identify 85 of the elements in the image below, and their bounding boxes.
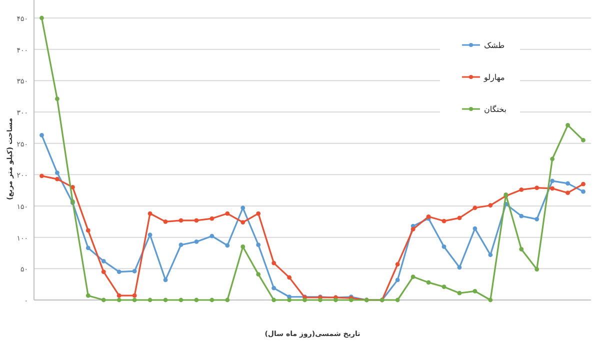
point xyxy=(519,188,524,192)
point xyxy=(519,247,524,252)
point xyxy=(163,219,168,224)
point xyxy=(148,298,152,302)
point xyxy=(488,203,493,208)
point xyxy=(334,298,338,302)
point xyxy=(163,278,168,282)
point xyxy=(519,214,524,218)
point xyxy=(442,218,446,224)
point xyxy=(256,211,261,216)
point xyxy=(240,206,246,210)
point xyxy=(318,298,322,302)
point xyxy=(240,220,246,224)
point xyxy=(472,289,478,294)
point xyxy=(40,16,44,20)
point xyxy=(240,244,246,249)
point xyxy=(581,138,586,142)
point xyxy=(55,96,60,102)
point xyxy=(488,252,493,258)
legend-label: بختگان xyxy=(484,104,507,114)
point xyxy=(272,260,276,266)
point xyxy=(116,298,122,302)
point xyxy=(457,265,462,270)
point xyxy=(550,156,555,162)
point xyxy=(163,298,168,302)
legend-label: طشک xyxy=(484,41,505,50)
point xyxy=(256,242,261,248)
point xyxy=(55,176,60,182)
point xyxy=(472,226,478,231)
point xyxy=(86,228,90,233)
point xyxy=(132,293,137,298)
point xyxy=(395,278,400,282)
point xyxy=(55,170,60,175)
point xyxy=(225,298,230,302)
point xyxy=(457,216,462,220)
point xyxy=(86,293,90,298)
legend-label: مهارلو xyxy=(483,73,505,82)
point xyxy=(581,182,586,186)
point xyxy=(225,211,230,216)
point xyxy=(410,274,416,280)
point xyxy=(256,272,261,277)
point xyxy=(442,244,446,249)
point xyxy=(116,270,122,274)
point xyxy=(272,286,276,290)
point xyxy=(550,178,555,184)
point xyxy=(566,181,570,186)
point xyxy=(40,174,44,178)
point xyxy=(210,234,214,238)
point xyxy=(225,243,230,248)
point xyxy=(534,186,540,190)
point xyxy=(116,293,122,298)
point xyxy=(132,268,137,274)
point xyxy=(178,242,184,248)
point xyxy=(194,298,199,302)
point xyxy=(101,258,106,264)
point xyxy=(272,298,276,302)
point xyxy=(550,186,555,191)
point xyxy=(287,298,292,302)
point xyxy=(86,246,90,250)
point xyxy=(534,267,540,272)
point xyxy=(395,298,400,302)
point xyxy=(581,189,586,194)
point xyxy=(287,275,292,280)
point xyxy=(178,298,184,302)
point xyxy=(210,216,214,221)
point xyxy=(426,280,431,285)
point xyxy=(488,298,493,302)
point xyxy=(472,206,478,210)
point xyxy=(566,190,570,196)
point xyxy=(395,262,400,266)
point xyxy=(210,298,214,302)
point xyxy=(132,298,137,302)
point xyxy=(194,218,199,223)
point xyxy=(101,298,106,302)
point xyxy=(442,284,446,290)
point xyxy=(302,298,307,302)
point xyxy=(457,290,462,296)
point xyxy=(148,211,152,216)
point xyxy=(194,240,199,244)
point xyxy=(410,226,416,232)
point xyxy=(101,270,106,274)
point xyxy=(40,132,44,138)
point xyxy=(566,122,570,128)
point xyxy=(178,218,184,223)
point xyxy=(534,216,540,222)
